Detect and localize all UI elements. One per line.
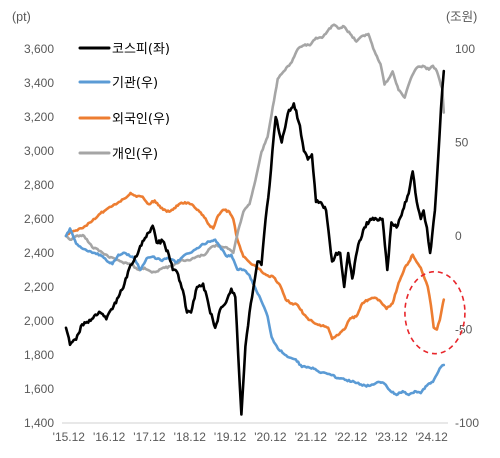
x-tick-label: '20.12 <box>254 430 287 444</box>
x-tick-label: '22.12 <box>335 430 368 444</box>
left-tick-label: 2,400 <box>24 246 54 260</box>
right-axis-unit: (조원) <box>446 10 477 24</box>
x-tick-label: '24.12 <box>416 430 449 444</box>
left-tick-label: 3,600 <box>24 42 54 56</box>
series-line-kospi <box>64 69 446 416</box>
x-tick-label: '21.12 <box>295 430 328 444</box>
right-tick-label: 0 <box>455 229 462 243</box>
x-tick-label: '23.12 <box>375 430 408 444</box>
annotation-layer <box>404 270 466 355</box>
x-tick-label: '19.12 <box>214 430 247 444</box>
left-tick-label: 2,800 <box>24 178 54 192</box>
x-tick-label: '17.12 <box>133 430 166 444</box>
right-tick-label: -50 <box>455 323 473 337</box>
x-tick-label: '15.12 <box>53 430 86 444</box>
left-tick-label: 2,600 <box>24 212 54 226</box>
left-axis-unit: (pt) <box>12 10 31 24</box>
legend-label: 코스피(좌) <box>112 42 170 57</box>
left-tick-label: 1,800 <box>24 348 54 362</box>
series-line-foreign <box>64 191 446 341</box>
left-tick-label: 3,400 <box>24 76 54 90</box>
left-tick-label: 3,200 <box>24 110 54 124</box>
right-tick-label: 100 <box>455 42 475 56</box>
axes-layer: 3,600 3,400 3,200 3,000 2,800 2,600 2,400 2,200… <box>24 42 479 444</box>
left-tick-label: 1,400 <box>24 416 54 430</box>
legend-label: 외국인(우) <box>112 112 170 127</box>
left-tick-label: 2,200 <box>24 280 54 294</box>
right-tick-label: 50 <box>455 136 469 150</box>
x-tick-label: '16.12 <box>93 430 126 444</box>
legend: 코스피(좌) 기관(우) 외국인(우) 개인(우) <box>78 42 170 162</box>
series-layer <box>64 23 446 416</box>
left-tick-label: 1,600 <box>24 382 54 396</box>
series-line-institution <box>64 227 446 397</box>
highlight-ellipse <box>404 270 466 355</box>
right-tick-label: -100 <box>455 416 479 430</box>
left-tick-label: 2,000 <box>24 314 54 328</box>
legend-label: 개인(우) <box>112 147 158 162</box>
legend-label: 기관(우) <box>112 76 158 91</box>
left-tick-label: 3,000 <box>24 144 54 158</box>
x-tick-label: '18.12 <box>174 430 207 444</box>
